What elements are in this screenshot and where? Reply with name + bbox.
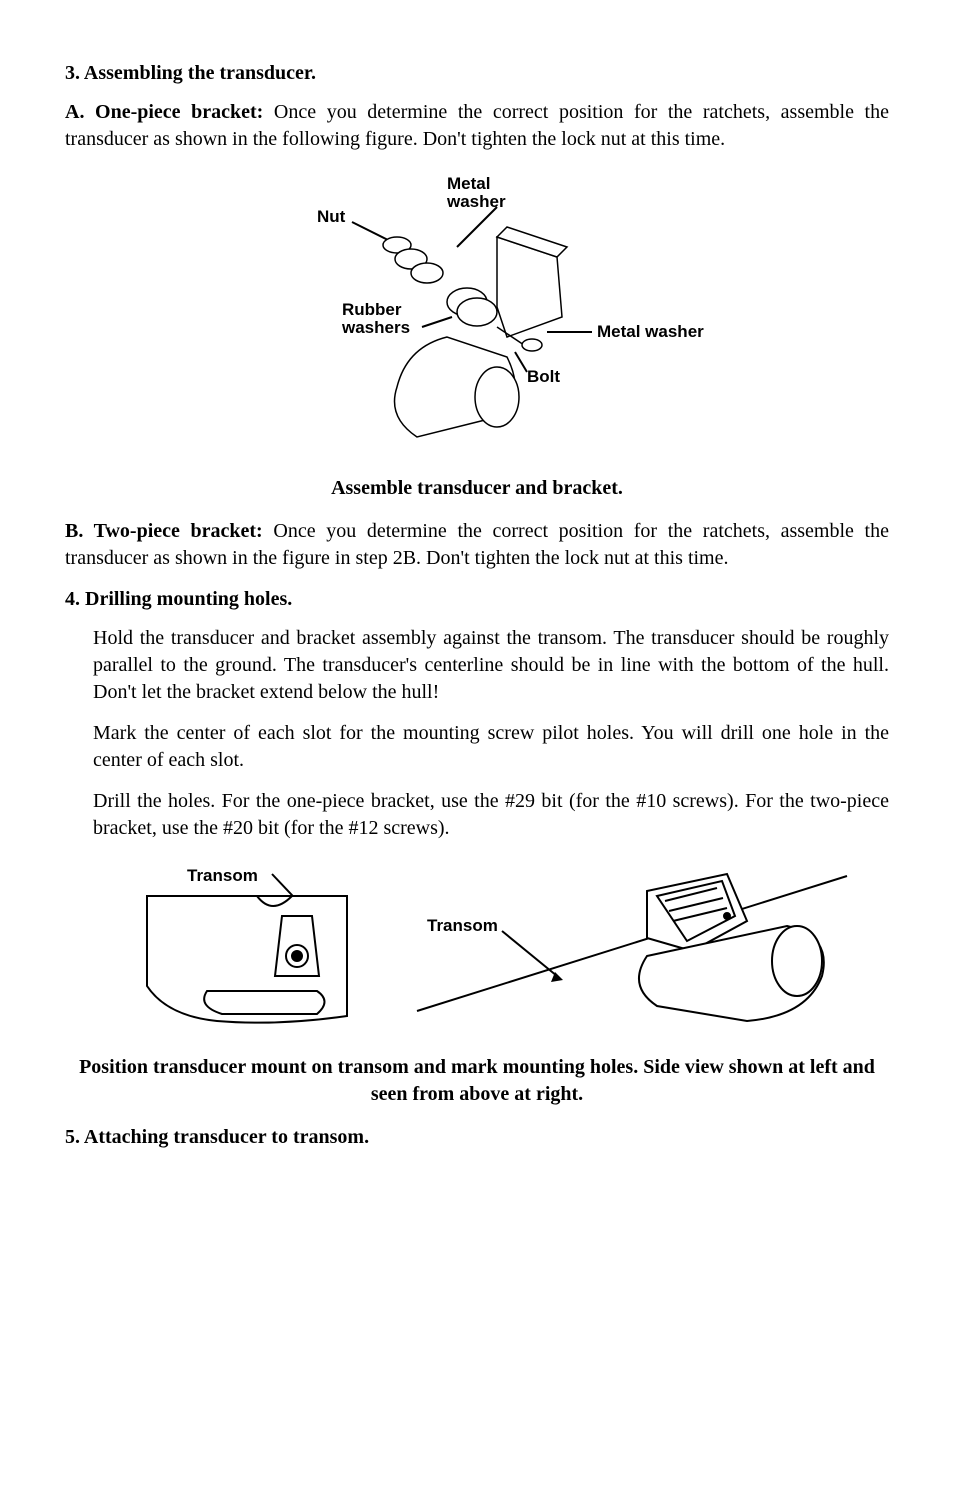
section-4-p1: Hold the transducer and bracket assembly… xyxy=(93,625,889,706)
label-metal-washer-top: Metal washer xyxy=(446,174,506,211)
figure-1-assemble-transducer: Nut Metal washer Rubber washers Metal wa… xyxy=(65,167,889,467)
leader-bolt xyxy=(515,352,527,372)
top-view-drawing xyxy=(417,874,847,1021)
section-3-para-b: B. Two-piece bracket: Once you determine… xyxy=(65,518,889,572)
para-a-bold: A. One-piece bracket: xyxy=(65,101,263,123)
label-transom-left: Transom xyxy=(187,866,258,885)
para-b-bold: B. Two-piece bracket: xyxy=(65,520,263,542)
section-3-para-a: A. One-piece bracket: Once you determine… xyxy=(65,99,889,153)
figure-2-caption: Position transducer mount on transom and… xyxy=(65,1054,889,1108)
label-rubber-washers: Rubber washers xyxy=(341,300,410,337)
transducer-drawing xyxy=(383,227,567,437)
transom-position-diagram: Transom Transom xyxy=(87,856,867,1046)
side-view-drawing xyxy=(147,896,347,1023)
figure-1-caption: Assemble transducer and bracket. xyxy=(65,475,889,502)
section-4-p3: Drill the holes. For the one-piece brack… xyxy=(93,788,889,842)
figure-2-transom-position: Transom Transom xyxy=(65,856,889,1046)
leader-metal-washer-top xyxy=(457,207,497,247)
section-4-heading: 4. Drilling mounting holes. xyxy=(65,586,889,613)
label-nut: Nut xyxy=(317,207,346,226)
label-metal-washer-side: Metal washer xyxy=(597,322,704,341)
leader-rubber-washers xyxy=(422,317,452,327)
label-bolt: Bolt xyxy=(527,367,560,386)
assemble-transducer-diagram: Nut Metal washer Rubber washers Metal wa… xyxy=(197,167,757,467)
leader-nut xyxy=(352,222,392,242)
section-5-heading: 5. Attaching transducer to transom. xyxy=(65,1124,889,1151)
label-transom-right: Transom xyxy=(427,916,498,935)
section-4-p2: Mark the center of each slot for the mou… xyxy=(93,720,889,774)
section-3-heading: 3. Assembling the transducer. xyxy=(65,60,889,87)
